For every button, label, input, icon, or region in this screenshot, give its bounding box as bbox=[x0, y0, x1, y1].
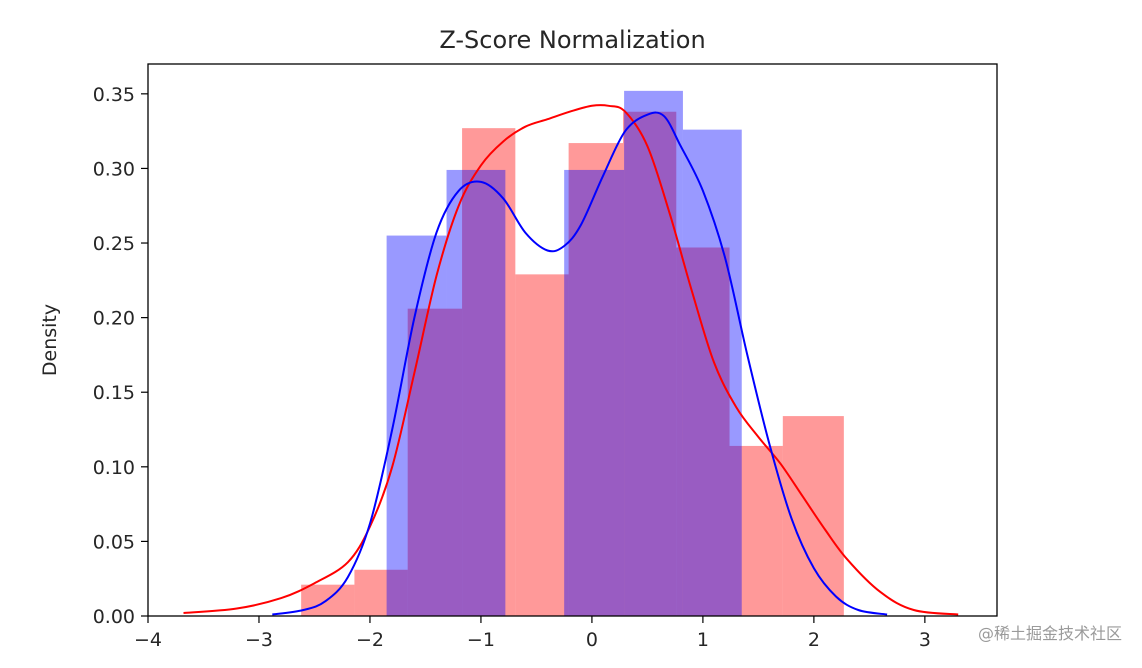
kde-line-series1 bbox=[183, 104, 959, 616]
y-tick-label: 0.35 bbox=[93, 84, 135, 106]
bar-series2-2 bbox=[386, 235, 447, 616]
x-tick-label: 0 bbox=[586, 629, 598, 651]
bar-series2-5 bbox=[564, 169, 625, 617]
y-axis-label: Density bbox=[39, 304, 61, 376]
kde-curves bbox=[183, 104, 959, 616]
y-tick-label: 0.00 bbox=[93, 606, 135, 628]
y-axis-ticks: 0.00 0.05 0.10 0.15 0.20 0.25 0.30 0.35 bbox=[93, 84, 148, 628]
x-tick-label: 1 bbox=[697, 629, 709, 651]
x-tick-label: −1 bbox=[467, 629, 495, 651]
bar-series1-8 bbox=[676, 247, 730, 617]
bar-series1-4 bbox=[462, 128, 516, 616]
bar-series2-3 bbox=[446, 169, 506, 617]
bar-series1-6 bbox=[568, 143, 623, 617]
x-axis-ticks: −4 −3 −2 −1 0 1 2 3 bbox=[134, 616, 931, 651]
bar-series1-9 bbox=[729, 445, 783, 616]
y-tick-label: 0.10 bbox=[93, 457, 135, 479]
y-tick-label: 0.20 bbox=[93, 308, 135, 330]
y-tick-label: 0.25 bbox=[93, 233, 135, 255]
bar-series1-2 bbox=[354, 569, 408, 616]
chart-title: Z-Score Normalization bbox=[439, 26, 705, 54]
y-tick-label: 0.15 bbox=[93, 382, 135, 404]
kde-line-series2 bbox=[272, 111, 888, 616]
x-tick-label: −2 bbox=[356, 629, 384, 651]
x-tick-label: −3 bbox=[245, 629, 273, 651]
histogram-bars bbox=[301, 90, 844, 617]
bar-series2-6 bbox=[624, 90, 683, 616]
axes-frame bbox=[147, 63, 998, 617]
watermark: @稀土掘金技术社区 bbox=[977, 624, 1122, 643]
y-tick-label: 0.30 bbox=[93, 158, 135, 180]
bar-series2-7 bbox=[682, 129, 742, 616]
x-tick-label: 2 bbox=[808, 629, 820, 651]
bar-series1-5 bbox=[515, 274, 569, 616]
x-tick-label: 3 bbox=[919, 629, 931, 651]
x-tick-label: −4 bbox=[134, 629, 162, 651]
y-tick-label: 0.05 bbox=[93, 531, 135, 553]
bar-series1-10 bbox=[782, 416, 844, 616]
bar-series1-7 bbox=[622, 111, 677, 616]
